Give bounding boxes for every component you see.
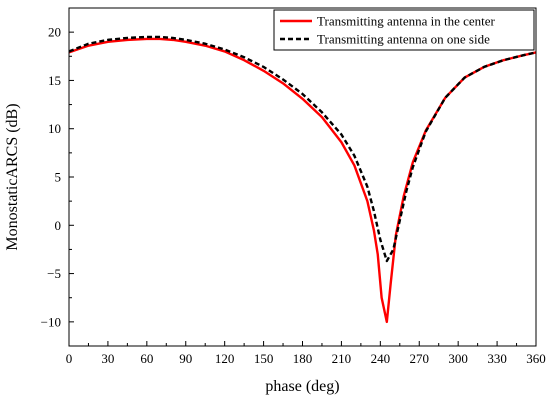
x-tick-label: 0 (66, 351, 73, 366)
x-tick-label: 180 (293, 351, 313, 366)
y-tick-label: −10 (41, 314, 61, 329)
legend: Transmitting antenna in the center Transm… (274, 10, 534, 50)
x-tick-label: 210 (332, 351, 352, 366)
legend-label-2: Transmitting antenna on one side (317, 32, 490, 47)
series-line-1 (69, 39, 536, 322)
y-tick-label: 20 (48, 25, 61, 40)
plot-frame (69, 8, 536, 346)
x-tick-label: 150 (254, 351, 274, 366)
y-tick-label: 10 (48, 121, 61, 136)
x-tick-label: 30 (101, 351, 114, 366)
x-tick-label: 300 (448, 351, 468, 366)
x-tick-label: 270 (410, 351, 430, 366)
x-tick-label: 240 (371, 351, 391, 366)
x-tick-label: 90 (179, 351, 192, 366)
y-tick-label: 15 (48, 73, 61, 88)
y-axis-title: MonostaticARCS (dB) (4, 103, 21, 250)
ticks-layer: 0 30 60 90 120 150 180 210 240 270 300 330 360 −10 −5 0… (41, 8, 546, 366)
x-tick-label: 360 (526, 351, 546, 366)
x-axis-title: phase (deg) (265, 378, 339, 395)
legend-label-1: Transmitting antenna in the center (317, 14, 496, 29)
y-tick-label: 0 (55, 218, 62, 233)
x-tick-label: 60 (140, 351, 153, 366)
x-tick-label: 330 (487, 351, 507, 366)
x-tick-label: 120 (215, 351, 235, 366)
series-layer (69, 37, 536, 322)
y-tick-label: 5 (55, 170, 62, 185)
y-tick-label: −5 (47, 266, 61, 281)
series-line-2 (69, 37, 536, 261)
